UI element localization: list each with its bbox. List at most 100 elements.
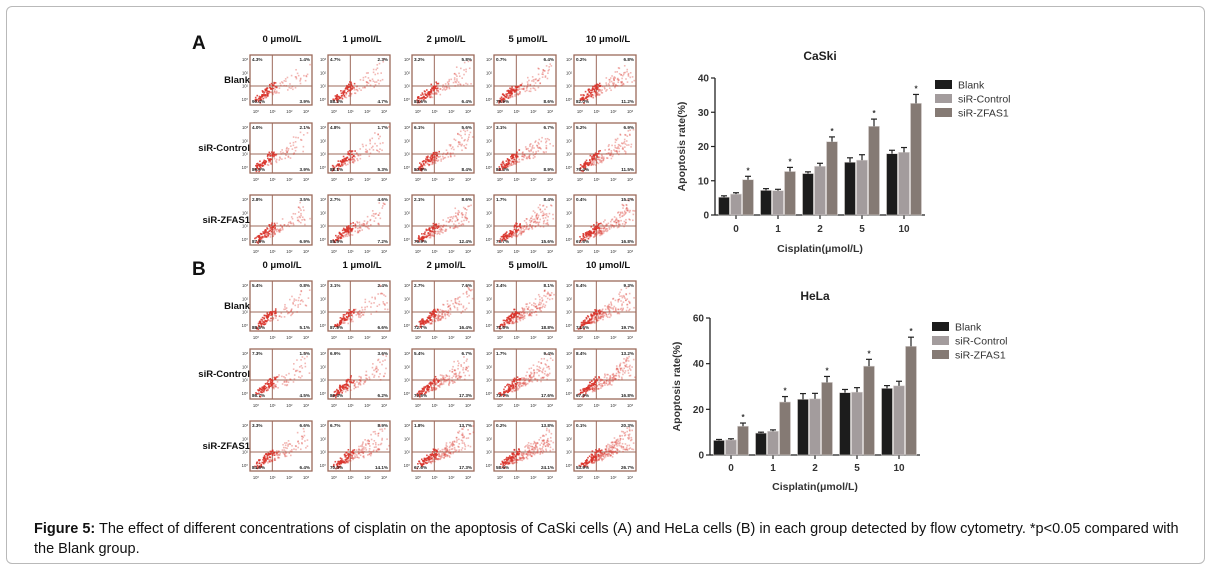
concentration-label: 2 μmol/L [426, 34, 466, 45]
y-tick-label: 10⁰ [566, 463, 573, 468]
quadrant-percent-lr: 17.3% [459, 393, 472, 398]
x-tick-label: 10³ [303, 249, 310, 254]
y-tick-label: 10¹ [566, 378, 573, 383]
x-tick-label: 10¹ [594, 249, 601, 254]
x-tick-label: 10⁰ [331, 109, 338, 114]
y-tick-label: 10³ [486, 197, 493, 202]
x-tick-label: 10¹ [270, 403, 277, 408]
x-tick-label: 10⁰ [331, 177, 338, 182]
significance-marker: * [741, 413, 745, 422]
quadrant-percent-ul: 1.7% [496, 351, 506, 356]
y-tick-label: 10³ [404, 283, 411, 288]
y-tick-label: 10⁰ [242, 323, 249, 328]
y-tick-label: 10² [404, 138, 411, 143]
y-tick-label: 10³ [242, 423, 249, 428]
y-tick-label: 10³ [486, 351, 493, 356]
quadrant-percent-lr: 3.9% [300, 99, 310, 104]
concentration-label: 0 μmol/L [262, 260, 302, 271]
flow-cytometry-plot: 2.7% 7.6% 72.7% 16.4% 10⁰ 10⁰ 10¹ 10¹ 10² 10² 10³ 1… [404, 280, 475, 340]
y-tick-label: 10³ [242, 57, 249, 62]
y-tick-label: 10⁰ [486, 165, 493, 170]
quadrant-percent-ur: 1.7% [378, 125, 388, 130]
plot-frame [411, 122, 475, 174]
y-tick-label: 10² [486, 138, 493, 143]
plot-frame [493, 280, 557, 332]
bar-sir-zfas1 [826, 141, 838, 216]
quadrant-percent-lr: 17.6% [541, 393, 554, 398]
quadrant-percent-lr: 7.2% [378, 239, 388, 244]
quadrant-percent-ll: 87.9% [330, 325, 343, 330]
y-tick-label: 10¹ [404, 378, 411, 383]
y-tick-label: 10¹ [404, 310, 411, 315]
x-tick-label: 10³ [381, 403, 388, 408]
y-tick-label: 10¹ [320, 450, 327, 455]
y-tick-label: 10⁰ [404, 165, 411, 170]
plot-frame [573, 54, 637, 106]
quadrant-percent-ll: 76.9% [414, 239, 427, 244]
quadrant-percent-lr: 16.8% [621, 393, 634, 398]
flow-cytometry-plot: 3.2% 5.8% 84.6% 6.4% 10⁰ 10⁰ 10¹ 10¹ 10² 10² 10³ 10… [404, 54, 475, 114]
quadrant-percent-ul: 6.9% [330, 351, 340, 356]
quadrant-percent-ll: 67.6% [576, 393, 589, 398]
bar-sir-zfas1 [742, 179, 754, 216]
group-label: siR-ZFAS1 [202, 441, 250, 452]
significance-marker: * [830, 127, 834, 136]
quadrant-percent-ur: 20.3% [621, 423, 634, 428]
y-tick-label: 0 [698, 451, 704, 462]
x-tick-label: 10³ [627, 403, 634, 408]
event-dots [332, 354, 388, 399]
quadrant-percent-lr: 11.2% [621, 99, 634, 104]
bar-sir-control [772, 190, 784, 216]
quadrant-percent-ul: 0.1% [576, 423, 586, 428]
x-tick-label: 10² [610, 249, 617, 254]
flow-cytometry-plot: 1.8% 13.7% 67.6% 17.3% 10⁰ 10⁰ 10¹ 10¹ 10² 10² 10³… [404, 420, 475, 480]
group-label: Blank [224, 301, 250, 312]
event-dots [416, 60, 472, 104]
x-tick-label: 10² [448, 335, 455, 340]
x-tick-label: 10² [610, 475, 617, 480]
y-tick-label: 10² [566, 210, 573, 215]
quadrant-percent-ul: 2.1% [414, 197, 424, 202]
flow-cytometry-plot: 1.7% 8.4% 73.7% 15.6% 10⁰ 10⁰ 10¹ 10¹ 10² 10² 10³ 1… [486, 194, 557, 254]
x-tick-label: 10¹ [348, 109, 355, 114]
x-axis-label: Cisplatin(μmol/L) [777, 243, 863, 255]
x-tick-label: 10⁰ [253, 249, 260, 254]
x-tick-label: 0 [733, 224, 739, 235]
quadrant-percent-ul: 0.4% [576, 197, 586, 202]
x-tick-label: 10¹ [270, 109, 277, 114]
y-tick-label: 10⁰ [242, 237, 249, 242]
y-tick-label: 10³ [486, 283, 493, 288]
y-tick-label: 10¹ [242, 310, 249, 315]
bar-blank [718, 196, 730, 216]
quadrant-percent-ur: 15.2% [621, 197, 634, 202]
quadrant-percent-ur: 1.4% [300, 57, 310, 62]
flow-cytometry-plot: 1.7% 9.4% 72.7% 17.6% 10⁰ 10⁰ 10¹ 10¹ 10² 10² 10³ 1… [486, 348, 557, 408]
quadrant-percent-ll: 88.3% [330, 99, 343, 104]
x-tick-label: 10¹ [348, 249, 355, 254]
y-tick-label: 10³ [486, 57, 493, 62]
y-tick-label: 10³ [566, 57, 573, 62]
y-tick-label: 10⁰ [486, 463, 493, 468]
x-tick-label: 10² [364, 109, 371, 114]
y-tick-label: 30 [698, 108, 710, 119]
x-tick-label: 10⁰ [415, 109, 422, 114]
y-tick-label: 10⁰ [486, 391, 493, 396]
quadrant-percent-lr: 19.7% [621, 325, 634, 330]
y-tick-label: 10² [486, 436, 493, 441]
y-tick-label: 10⁰ [404, 323, 411, 328]
x-tick-label: 10³ [465, 249, 472, 254]
x-tick-label: 10³ [303, 475, 310, 480]
significance-marker: * [909, 327, 913, 336]
plot-frame [411, 420, 475, 472]
significance-marker: * [825, 366, 829, 375]
quadrant-percent-ur: 7.6% [462, 283, 472, 288]
quadrant-percent-ul: 1.7% [496, 197, 506, 202]
bar-sir-control [851, 391, 863, 456]
x-tick-label: 10¹ [514, 109, 521, 114]
y-tick-label: 10¹ [566, 152, 573, 157]
quadrant-percent-lr: 6.6% [378, 325, 388, 330]
quadrant-percent-ur: 2.1% [300, 125, 310, 130]
event-dots [500, 427, 555, 469]
flow-cytometry-plot: 7.3% 1.5% 86.7% 4.5% 10⁰ 10⁰ 10¹ 10¹ 10² 10² 10³ 10… [242, 348, 313, 408]
group-label: siR-Control [198, 143, 250, 154]
